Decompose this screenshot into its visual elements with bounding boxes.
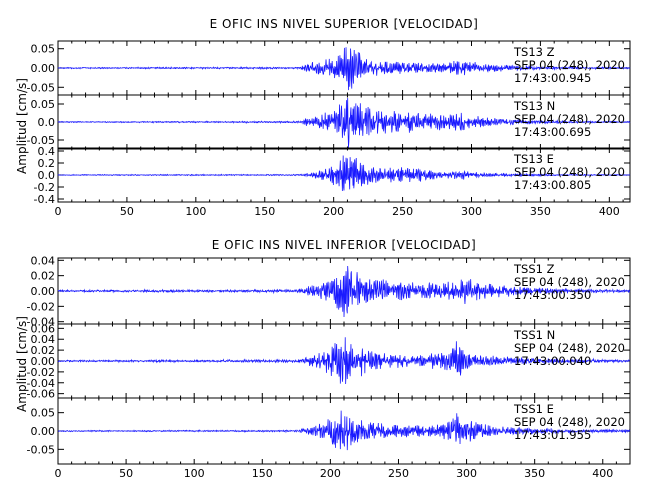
y-tick-label: -0.04 (27, 316, 55, 329)
y-tick-label: -0.2 (34, 181, 55, 194)
date-label: SEP 04 (248), 2020 (514, 415, 625, 429)
time-label: 17:43:00.350 (514, 288, 591, 302)
x-tick-label: 300 (456, 467, 477, 480)
y-tick-label: -0.05 (27, 443, 55, 456)
x-tick-label: 150 (254, 205, 275, 218)
y-tick-label: 0.0 (38, 169, 56, 182)
waveform-trace (57, 155, 631, 191)
y-tick-label: 0.00 (31, 285, 56, 298)
date-label: SEP 04 (248), 2020 (514, 58, 625, 72)
y-tick-label: -0.05 (27, 134, 55, 147)
x-tick-label: 0 (55, 205, 62, 218)
y-tick-label: -0.06 (27, 388, 55, 401)
time-label: 17:43:00.695 (514, 125, 591, 139)
y-tick-label: 0.2 (38, 157, 56, 170)
x-tick-label: 100 (184, 467, 205, 480)
x-tick-label: 250 (392, 205, 413, 218)
waveform-trace (57, 265, 631, 317)
y-tick-label: 0.05 (31, 43, 56, 56)
station-component-label: TSS1 Z (513, 262, 555, 276)
x-tick-label: 200 (320, 467, 341, 480)
time-label: 17:43:00.805 (514, 178, 591, 192)
y-tick-label: -0.02 (27, 300, 55, 313)
station-component-label: TS13 N (513, 99, 555, 113)
x-tick-label: 400 (599, 205, 620, 218)
panel-tss1-n: 0.060.040.020.00-0.02-0.04-0.06 TSS1 NSEP… (27, 322, 631, 401)
y-tick-label: 0.05 (31, 407, 56, 420)
station-component-label: TS13 E (513, 152, 554, 166)
y-tick-label: -0.05 (27, 81, 55, 94)
y-tick-label: 0.4 (38, 145, 56, 158)
y-tick-label: 0.00 (31, 62, 56, 75)
date-label: SEP 04 (248), 2020 (514, 165, 625, 179)
date-label: SEP 04 (248), 2020 (514, 275, 625, 289)
y-axis-label: Amplitud [cm/s] (15, 78, 29, 174)
station-component-label: TSS1 N (513, 328, 555, 342)
x-tick-label: 150 (252, 467, 273, 480)
x-tick-label: 350 (524, 467, 545, 480)
y-tick-label: 0.06 (31, 322, 56, 335)
time-label: 17:43:00.040 (514, 354, 591, 368)
y-tick-label: 0.0 (38, 116, 56, 129)
y-tick-label: 0.02 (31, 270, 56, 283)
y-tick-label: 0.00 (31, 425, 56, 438)
y-tick-label: 0.00 (31, 355, 56, 368)
date-label: SEP 04 (248), 2020 (514, 341, 625, 355)
y-tick-label: 0.02 (31, 344, 56, 357)
chart-title: E OFIC INS NIVEL INFERIOR [VELOCIDAD] (212, 238, 476, 252)
x-tick-label: 400 (592, 467, 613, 480)
waveform-trace (57, 47, 631, 91)
chart-title: E OFIC INS NIVEL SUPERIOR [VELOCIDAD] (210, 17, 479, 31)
y-tick-label: -0.02 (27, 366, 55, 379)
time-label: 17:43:00.945 (514, 71, 591, 85)
x-tick-label: 250 (388, 467, 409, 480)
y-axis-label: Amplitud [cm/s] (15, 316, 29, 412)
x-tick-label: 300 (461, 205, 482, 218)
x-tick-label: 50 (120, 205, 134, 218)
x-tick-label: 200 (323, 205, 344, 218)
y-tick-label: 0.05 (31, 98, 56, 111)
waveform-trace (57, 410, 631, 451)
date-label: SEP 04 (248), 2020 (514, 112, 625, 126)
station-component-label: TS13 Z (513, 45, 555, 59)
x-tick-label: 100 (185, 205, 206, 218)
y-tick-label: -0.04 (27, 377, 55, 390)
station-component-label: TSS1 E (513, 402, 554, 416)
y-tick-label: 0.04 (31, 254, 56, 267)
chart-group-2: E OFIC INS NIVEL INFERIOR [VELOCIDAD] Amp… (15, 238, 631, 480)
y-tick-label: -0.4 (34, 193, 55, 206)
x-tick-label: 0 (55, 467, 62, 480)
waveform-trace (57, 337, 631, 385)
chart-group-1: E OFIC INS NIVEL SUPERIOR [VELOCIDAD] Amp… (15, 17, 631, 218)
y-tick-label: 0.04 (31, 333, 56, 346)
waveform-trace (57, 98, 631, 148)
time-label: 17:43:01.955 (514, 428, 591, 442)
x-tick-label: 350 (530, 205, 551, 218)
x-tick-label: 50 (119, 467, 133, 480)
